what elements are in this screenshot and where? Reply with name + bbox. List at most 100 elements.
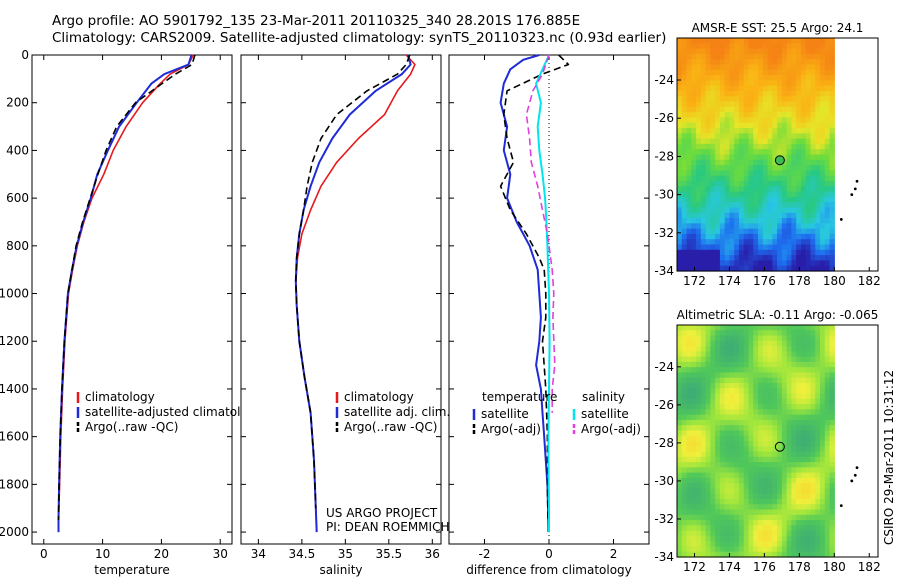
map-cell xyxy=(738,372,745,379)
map-cell xyxy=(810,170,816,177)
map-cell xyxy=(738,499,745,505)
map-cell xyxy=(772,53,778,60)
map-cell xyxy=(738,64,745,71)
map-cell xyxy=(738,483,745,490)
map-cell xyxy=(777,80,783,87)
y-tick-label: 200 xyxy=(6,96,29,110)
map-cell xyxy=(786,48,793,55)
map-cell xyxy=(758,546,764,553)
map-cell xyxy=(719,53,726,60)
map-cell xyxy=(743,409,750,416)
map-cell xyxy=(724,446,731,453)
map-cell xyxy=(743,165,750,171)
map-cell xyxy=(715,165,721,171)
map-cell xyxy=(681,488,688,495)
map-cell xyxy=(786,43,793,50)
map-cell xyxy=(753,477,759,484)
map-cell xyxy=(820,504,826,511)
map-cell xyxy=(805,80,812,87)
map-cell xyxy=(748,96,754,103)
map-cell xyxy=(777,393,783,400)
map-cell xyxy=(700,138,707,145)
map-cell xyxy=(686,112,692,119)
map-cell xyxy=(696,96,702,103)
map-cell xyxy=(710,128,716,134)
map-cell xyxy=(705,96,711,103)
map-cell xyxy=(705,149,711,156)
map-cell xyxy=(781,64,788,71)
map-cell xyxy=(710,85,716,92)
map-cell xyxy=(824,398,831,405)
argo-float-marker xyxy=(774,155,785,166)
map-cell xyxy=(791,122,797,129)
map-cell xyxy=(696,138,702,145)
map-cell xyxy=(824,80,831,87)
map-cell xyxy=(691,446,697,453)
map-cell xyxy=(734,228,740,235)
map-cell xyxy=(772,165,778,171)
map-cell xyxy=(724,186,731,193)
map-cell xyxy=(777,430,783,437)
map-cell xyxy=(738,388,745,395)
map-cell xyxy=(710,159,716,166)
map-cell xyxy=(758,493,764,500)
map-cell xyxy=(700,477,707,484)
map-cell xyxy=(753,509,759,516)
map-cell xyxy=(829,191,835,198)
map-cell xyxy=(786,514,793,521)
map-cell xyxy=(820,361,826,368)
map-cell xyxy=(781,260,788,267)
map-cell xyxy=(743,377,750,384)
map-cell xyxy=(777,456,783,463)
map-cell xyxy=(777,59,783,66)
map-cell xyxy=(696,233,702,240)
map-cell xyxy=(700,223,707,230)
map-cell xyxy=(719,218,726,224)
map-cell xyxy=(719,228,726,235)
map-cell xyxy=(719,488,726,495)
map-cell xyxy=(805,493,812,500)
map-cell xyxy=(767,223,773,230)
map-cell xyxy=(681,48,688,55)
map-cell xyxy=(748,499,754,505)
map-cell xyxy=(781,414,788,421)
map-cell xyxy=(691,509,697,516)
map-cell xyxy=(758,154,764,161)
map-cell xyxy=(762,377,769,384)
map-cell xyxy=(805,483,812,490)
map-cell xyxy=(734,377,740,384)
map-cell xyxy=(686,64,692,71)
map-cell xyxy=(686,430,692,437)
map-cell xyxy=(738,80,745,87)
map-cell xyxy=(758,175,764,182)
map-cell xyxy=(691,520,697,526)
map-cell xyxy=(691,239,697,246)
map-cell xyxy=(800,493,807,500)
map-cell xyxy=(781,356,788,363)
map-cell xyxy=(772,170,778,177)
map-cell xyxy=(824,175,831,182)
map-cell xyxy=(710,48,716,55)
map-cell xyxy=(724,335,731,342)
map-cell xyxy=(800,233,807,240)
map-cell xyxy=(753,525,759,532)
map-cell xyxy=(777,499,783,505)
map-cell xyxy=(677,367,683,374)
x-tick-label: 180 xyxy=(823,274,846,288)
map-cell xyxy=(691,340,697,347)
map-cell xyxy=(691,419,697,426)
map-cell xyxy=(743,186,750,193)
map-cell xyxy=(829,335,835,342)
map-cell xyxy=(677,117,683,124)
map-cell xyxy=(686,404,692,410)
map-cell xyxy=(758,530,764,537)
map-cell xyxy=(796,90,802,97)
y-tick-label: -26 xyxy=(654,398,674,412)
map-cell xyxy=(824,514,831,521)
map-cell xyxy=(762,483,769,490)
map-cell xyxy=(791,249,797,256)
map-cell xyxy=(724,165,731,171)
map-cell xyxy=(686,356,692,363)
map-cell xyxy=(805,456,812,463)
y-tick-label: -34 xyxy=(654,264,674,278)
